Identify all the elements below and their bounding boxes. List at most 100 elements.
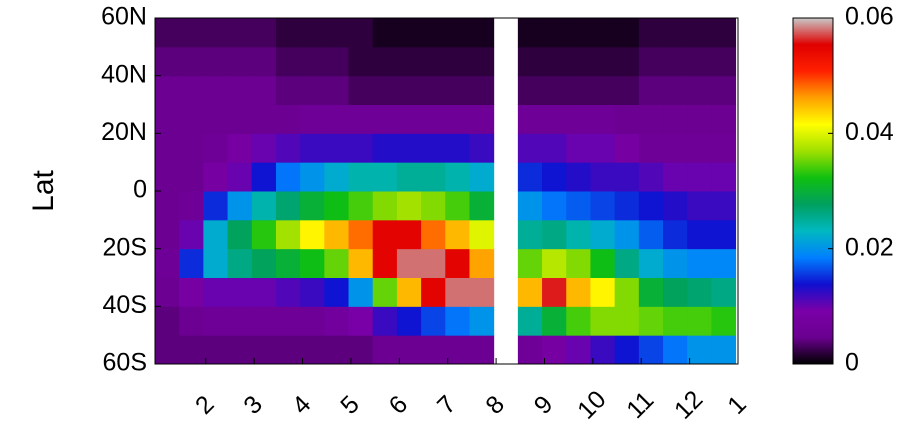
heatmap-cell (155, 219, 180, 250)
heatmap-cell (687, 219, 712, 250)
heatmap-cell (663, 162, 688, 192)
heatmap-cell (638, 162, 664, 192)
heatmap-cell (566, 162, 591, 192)
colorbar-tick-label: 0 (845, 349, 859, 377)
heatmap-cell (638, 335, 664, 365)
heatmap-cell (517, 46, 543, 77)
heatmap-cell (566, 75, 591, 105)
heatmap-cell (614, 133, 640, 163)
heatmap-cell (542, 18, 567, 48)
heatmap-cell (396, 75, 422, 105)
heatmap-cell (711, 219, 737, 250)
heatmap-cell (711, 104, 737, 134)
heatmap-cell (227, 162, 253, 192)
heatmap-cell (687, 248, 712, 278)
heatmap-cell (590, 18, 616, 48)
heatmap-cell (445, 219, 470, 250)
y-axis-label: Lat (27, 169, 60, 211)
heatmap-cell (372, 162, 398, 192)
heatmap-cell (324, 335, 350, 365)
heatmap-cell (566, 306, 591, 336)
heatmap-cell (324, 219, 350, 250)
heatmap-cell (300, 162, 325, 192)
heatmap-cell (300, 46, 325, 77)
heatmap-cell (566, 104, 591, 134)
heatmap-cell (300, 248, 325, 278)
x-tick-label: 11 (621, 386, 659, 424)
heatmap-cell (155, 162, 180, 192)
y-tick-label: 0 (133, 176, 147, 204)
heatmap-cell (251, 306, 277, 336)
x-tick-label: 1 (722, 390, 752, 420)
heatmap-cell (469, 219, 495, 250)
heatmap-cell (421, 162, 446, 192)
heatmap-cell (372, 248, 398, 278)
heatmap-cell (590, 104, 616, 134)
heatmap-cell (203, 248, 229, 278)
heatmap-cell (542, 191, 567, 221)
heatmap-cell (566, 219, 591, 250)
heatmap-cell (300, 277, 325, 307)
x-tick-label: 6 (384, 390, 414, 420)
heatmap-cell (687, 75, 712, 105)
heatmap-cell (711, 18, 737, 48)
heatmap-cell (300, 219, 325, 250)
heatmap-cell (614, 18, 640, 48)
heatmap-cell (517, 306, 543, 336)
heatmap-cell (711, 46, 737, 77)
colorbar-tick-label: 0.02 (845, 233, 894, 261)
heatmap-cell (203, 306, 229, 336)
heatmap-cell (469, 133, 495, 163)
heatmap-cell (469, 46, 495, 77)
heatmap-cell (179, 248, 204, 278)
heatmap-cell (300, 104, 325, 134)
heatmap-cell (614, 219, 640, 250)
heatmap-cell (445, 104, 470, 134)
heatmap-cell (251, 219, 277, 250)
heatmap-cell (179, 191, 204, 221)
heatmap-cell (614, 46, 640, 77)
heatmap-cell (566, 191, 591, 221)
heatmap-cell (348, 18, 374, 48)
heatmap-cell (203, 18, 229, 48)
heatmap-cell (445, 162, 470, 192)
heatmap-cell (348, 219, 374, 250)
heatmap-cell (251, 162, 277, 192)
heatmap-cell (663, 277, 688, 307)
heatmap-cell (396, 219, 422, 250)
heatmap-cell (348, 46, 374, 77)
heatmap-cell (638, 248, 664, 278)
heatmap-cell (348, 162, 374, 192)
x-tick-label: 2 (190, 390, 220, 420)
heatmap-cell (590, 75, 616, 105)
heatmap-cell (300, 306, 325, 336)
heatmap-cell (179, 18, 204, 48)
heatmap-cell (179, 277, 204, 307)
heatmap-cell (155, 335, 180, 365)
heatmap-cell (348, 191, 374, 221)
heatmap-cell (445, 306, 470, 336)
heatmap-cell (300, 335, 325, 365)
heatmap-cell (155, 248, 180, 278)
heatmap-cell (663, 335, 688, 365)
heatmap-cell (300, 133, 325, 163)
heatmap-cell (275, 219, 301, 250)
heatmap-cell (227, 335, 253, 365)
heatmap-cell (663, 46, 688, 77)
heatmap-cell (590, 46, 616, 77)
y-tick-label: 20S (103, 233, 147, 261)
heatmap-cell (590, 162, 616, 192)
heatmap-cell (155, 277, 180, 307)
heatmap-cell (396, 335, 422, 365)
heatmap-cell (227, 277, 253, 307)
heatmap-cell (155, 75, 180, 105)
x-tick-label: 7 (432, 390, 462, 420)
heatmap-cell (590, 277, 616, 307)
heatmap-cell (155, 104, 180, 134)
heatmap-cell (324, 191, 350, 221)
heatmap-cell (590, 248, 616, 278)
heatmap-cell (542, 104, 567, 134)
heatmap-cell (687, 191, 712, 221)
heatmap-cell (517, 104, 543, 134)
y-tick-label: 60S (103, 349, 147, 377)
